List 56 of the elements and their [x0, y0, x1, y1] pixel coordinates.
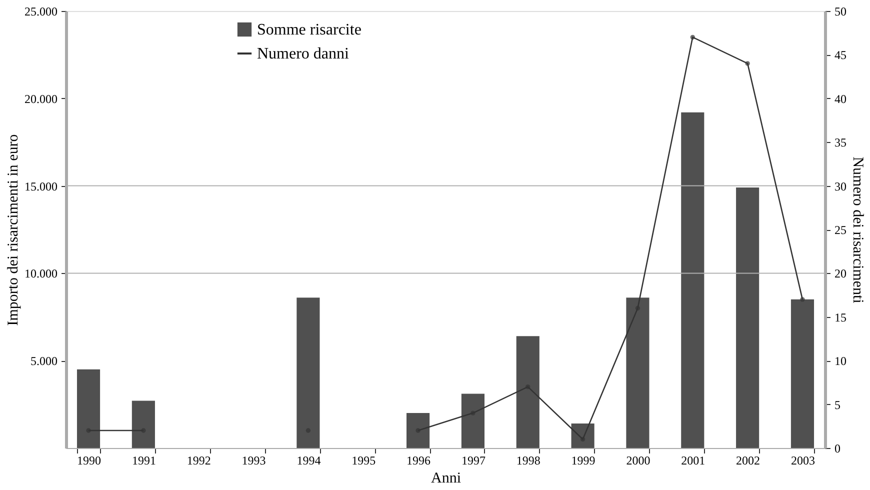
x-tick-label: 1995	[352, 454, 376, 468]
x-axis-title: Anni	[431, 470, 461, 486]
bar	[681, 112, 704, 448]
y2-tick-label: 25	[834, 223, 846, 237]
x-tick-label: 1994	[296, 454, 321, 468]
x-tick-label: 2000	[626, 454, 650, 468]
point	[470, 410, 476, 416]
point	[526, 384, 530, 390]
bar	[736, 188, 760, 448]
y2-tick-label: 35	[834, 136, 846, 150]
point	[580, 436, 586, 442]
y-tick-label: 5.000	[30, 354, 58, 368]
x-tick-label: 1998	[516, 454, 540, 468]
bar	[516, 336, 540, 448]
x-tick-label: 1990	[77, 454, 102, 468]
y2-tick-label: 0	[834, 442, 840, 456]
y2-tick-label: 20	[834, 266, 846, 281]
x-tick-label: 1999	[571, 454, 596, 468]
bar	[571, 424, 594, 448]
x-tick-label: 1996	[406, 454, 431, 468]
legend-label: Somme risarcite	[257, 22, 362, 38]
y2-tick-label: 50	[834, 4, 846, 18]
y-tick-label: 25.000	[24, 4, 58, 18]
point	[690, 34, 695, 40]
point	[635, 306, 640, 310]
legend-label: Numero danni	[257, 46, 350, 62]
x-tick-label: 1993	[242, 454, 266, 468]
bar	[790, 299, 814, 448]
y2-tick-label: 15	[834, 310, 846, 324]
x-tick-label: 2003	[790, 454, 815, 468]
y2-tick-label: 45	[834, 48, 846, 62]
x-tick-label: 2001	[681, 454, 706, 468]
y-tick-label: 20.000	[24, 92, 58, 106]
y-axis-title: Importo dei risarcimenti in euro	[6, 134, 22, 326]
bar	[76, 369, 100, 448]
y2-axis-title: Numero dei risarcimenti	[850, 156, 866, 304]
bar	[626, 298, 650, 448]
bar	[296, 298, 320, 448]
x-tick-label: 1991	[132, 454, 156, 468]
y2-tick-label: 40	[834, 92, 846, 106]
y2-tick-label: 10	[834, 354, 846, 368]
point	[800, 297, 805, 302]
point	[86, 428, 91, 433]
point	[141, 428, 146, 433]
x-tick-label: 2002	[736, 454, 760, 468]
y-tick-label: 15.000	[24, 179, 58, 194]
point	[416, 428, 420, 433]
bar	[406, 413, 430, 448]
y2-tick-label: 30	[834, 179, 846, 194]
y-tick-label: 10.000	[24, 266, 58, 281]
x-tick-label: 1997	[461, 454, 486, 468]
y2-tick-label: 5	[834, 398, 840, 412]
bar	[461, 394, 484, 448]
bar	[132, 400, 155, 448]
x-tick-label: 1992	[186, 454, 211, 468]
point	[745, 61, 750, 66]
